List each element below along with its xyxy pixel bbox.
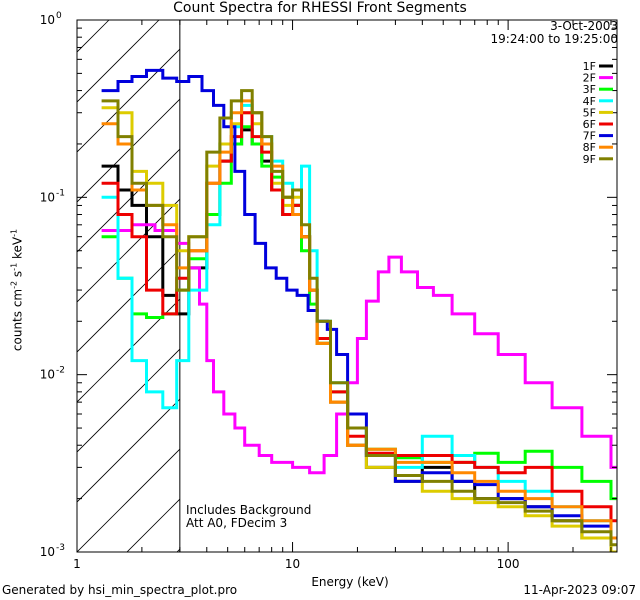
legend-label-1f: 1F bbox=[583, 60, 596, 73]
series-4f bbox=[101, 103, 617, 540]
plot-frame bbox=[76, 19, 618, 553]
annotation-box: Includes Background Att A0, FDecim 3 bbox=[186, 504, 311, 530]
series-7f bbox=[101, 68, 617, 540]
y-tick-exponent: 0 bbox=[56, 11, 62, 21]
legend-label-6f: 6F bbox=[583, 118, 596, 131]
annotation-attenuator: Att A0, FDecim 3 bbox=[186, 516, 288, 530]
x-tick-label: 10 bbox=[285, 557, 300, 571]
hatch-lines bbox=[77, 20, 180, 552]
series-2f bbox=[101, 223, 617, 475]
series-layer bbox=[101, 68, 617, 552]
time-range-label: 19:24:00 to 19:25:00 bbox=[490, 32, 618, 46]
legend-label-7f: 7F bbox=[583, 130, 596, 143]
y-tick-label: 10 bbox=[40, 368, 55, 382]
series-6f bbox=[101, 111, 617, 523]
legend-label-4f: 4F bbox=[583, 95, 596, 108]
x-tick-label: 1 bbox=[73, 557, 81, 571]
y-tick-exponent: -3 bbox=[56, 543, 65, 553]
series-8f bbox=[101, 99, 617, 540]
chart-title: Count Spectra for RHESSI Front Segments bbox=[173, 0, 467, 16]
footer-timestamp: 11-Apr-2023 09:07 bbox=[523, 583, 636, 597]
hatched-region bbox=[77, 20, 181, 552]
y-tick-label: 10 bbox=[40, 545, 55, 559]
series-1f bbox=[101, 128, 617, 552]
legend-label-2f: 2F bbox=[583, 72, 596, 85]
y-tick-exponent: -2 bbox=[56, 366, 65, 376]
date-label: 3-Oct-2003 bbox=[550, 19, 618, 33]
legend-label-8f: 8F bbox=[583, 141, 596, 154]
footer-generated-by: Generated by hsi_min_spectra_plot.pro bbox=[2, 583, 238, 597]
series-9f bbox=[101, 89, 617, 547]
annotation-background: Includes Background bbox=[186, 503, 312, 517]
y-axis-label: counts cm-2 s-1 keV-1 bbox=[9, 228, 25, 352]
date-range-box: 3-Oct-2003 19:24:00 to 19:25:00 bbox=[491, 20, 618, 46]
legend-label-3f: 3F bbox=[583, 83, 596, 96]
y-tick-exponent: -1 bbox=[56, 188, 65, 198]
series-5f bbox=[101, 106, 617, 552]
legend-label-5f: 5F bbox=[583, 106, 596, 119]
x-axis-label: Energy (keV) bbox=[311, 575, 389, 589]
x-tick-label: 100 bbox=[497, 557, 520, 571]
y-tick-label: 10 bbox=[40, 13, 55, 27]
legend-label-9f: 9F bbox=[583, 153, 596, 166]
y-tick-label: 10 bbox=[40, 190, 55, 204]
